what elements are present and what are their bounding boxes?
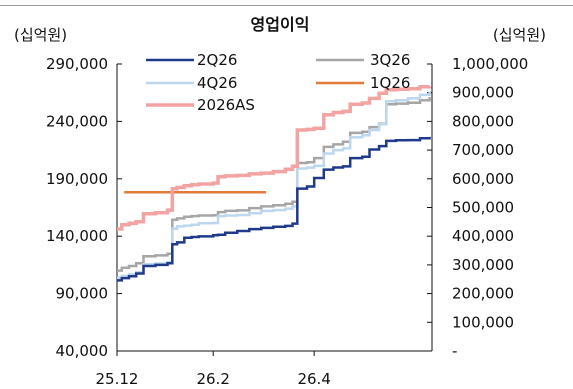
- series-line-3q26: [117, 97, 431, 272]
- right-axis-unit: (십억원): [493, 26, 546, 44]
- left-tick-label: 40,000: [56, 342, 109, 360]
- x-tick-label: 25.12: [96, 370, 139, 388]
- left-tick-label: 90,000: [56, 285, 109, 303]
- series-line-4q26: [117, 91, 431, 280]
- series-line-2q26: [117, 136, 431, 282]
- left-tick-label: 140,000: [46, 227, 108, 245]
- left-tick-label: 240,000: [46, 112, 108, 130]
- legend-label-3q26: 3Q26: [370, 51, 410, 69]
- right-tick-label: 300,000: [452, 256, 514, 274]
- right-tick-label: 100,000: [452, 313, 514, 331]
- legend-label-2q26: 2Q26: [197, 51, 237, 69]
- x-tick-label: 26.4: [297, 370, 330, 388]
- right-tick-label: 900,000: [452, 84, 514, 102]
- chart-title: 영업이익: [251, 15, 310, 34]
- right-tick-label: -: [452, 342, 457, 360]
- right-tick-label: 1,000,000: [452, 55, 528, 73]
- legend-label-2026as: 2026AS: [197, 96, 255, 114]
- right-tick-label: 600,000: [452, 170, 514, 188]
- right-tick-label: 500,000: [452, 199, 514, 217]
- axes: 40,000 90,000 140,000 190,000 240,000 290,000…: [46, 55, 528, 388]
- legend: 2Q26 3Q26 4Q26 1Q26 2026AS: [146, 51, 410, 114]
- left-tick-label: 290,000: [46, 55, 108, 73]
- right-tick-label: 200,000: [452, 285, 514, 303]
- legend-label-1q26: 1Q26: [370, 74, 410, 92]
- right-tick-label: 700,000: [452, 141, 514, 159]
- right-tick-label: 400,000: [452, 227, 514, 245]
- series-line-2026as: [117, 84, 432, 231]
- right-tick-label: 800,000: [452, 112, 514, 130]
- legend-label-4q26: 4Q26: [197, 74, 237, 92]
- series-lines: [117, 84, 432, 282]
- left-axis-unit: (십억원): [14, 26, 67, 44]
- left-tick-label: 190,000: [46, 170, 108, 188]
- x-tick-label: 26.2: [196, 370, 229, 388]
- top-rule: [0, 5, 573, 6]
